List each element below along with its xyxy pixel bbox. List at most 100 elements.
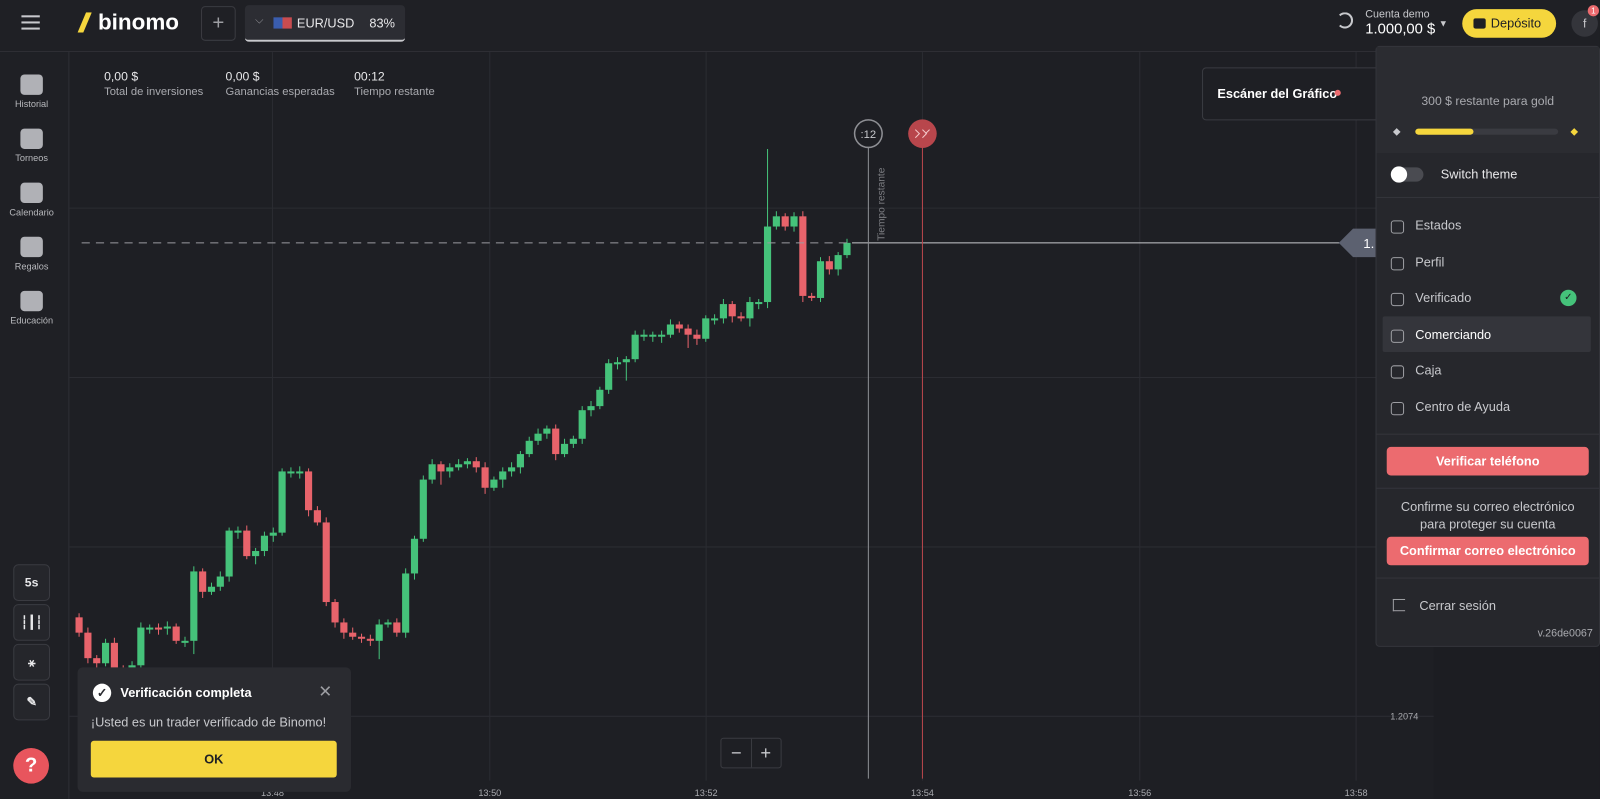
sidebar-label: Calendario bbox=[9, 207, 54, 218]
menu-button[interactable] bbox=[21, 15, 40, 30]
candle-body bbox=[322, 522, 330, 603]
zoom-in[interactable]: + bbox=[760, 742, 772, 764]
candles bbox=[75, 148, 851, 692]
menu-item[interactable]: Verificado bbox=[1415, 290, 1472, 306]
sidebar-label: Regalos bbox=[14, 261, 49, 272]
candle-body bbox=[234, 530, 242, 533]
candle-body bbox=[304, 471, 313, 511]
sidebar: 5s ┆┃┆ ⚹ ✎ ? Historial Torneos Calendario R… bbox=[0, 52, 70, 799]
candle-body bbox=[402, 573, 410, 633]
sidebar-item[interactable]: Historial bbox=[0, 74, 63, 109]
stat-label: Ganancias esperadas bbox=[225, 85, 335, 98]
timeframe-button[interactable]: 5s bbox=[13, 564, 50, 602]
candle-body bbox=[481, 467, 489, 488]
candle-body bbox=[649, 334, 657, 337]
candle-body bbox=[455, 464, 463, 468]
menu-item[interactable]: Caja bbox=[1415, 363, 1442, 378]
menu-item[interactable]: Estados bbox=[1415, 218, 1462, 233]
scanner-panel[interactable]: Escáner del Gráfico bbox=[1202, 67, 1388, 121]
candle-body bbox=[711, 318, 719, 321]
gold-icon: ◆ bbox=[1570, 126, 1579, 138]
stat: 00:12 Tiempo restante bbox=[354, 69, 435, 98]
candle-body bbox=[278, 471, 286, 533]
candle-body bbox=[437, 464, 445, 472]
candle-body bbox=[622, 359, 630, 363]
x-labels: 13:48 13:50 13:52 13:54 13:56 13:58 bbox=[261, 788, 1368, 798]
candle-body bbox=[357, 636, 366, 639]
stat-value: 0,00 $ bbox=[225, 69, 260, 84]
sidebar-item[interactable]: Calendario bbox=[0, 182, 63, 218]
deposit-button[interactable]: Depósito bbox=[1462, 9, 1557, 38]
asset-tab[interactable]: ⌵ EUR/USD 83% bbox=[244, 5, 406, 42]
sidebar-item[interactable]: Torneos bbox=[0, 128, 63, 163]
candle-body bbox=[393, 622, 401, 633]
x-label: 13:52 bbox=[695, 788, 718, 798]
balance[interactable]: 1.000,00 $ bbox=[1365, 21, 1436, 38]
x-label: 13:48 bbox=[261, 788, 284, 798]
theme-switch[interactable] bbox=[1390, 166, 1424, 183]
zoom-out[interactable]: − bbox=[721, 738, 753, 768]
version: v.26de0067 bbox=[1537, 627, 1593, 640]
candle-body bbox=[472, 461, 480, 468]
x-label: 13:56 bbox=[1128, 788, 1151, 798]
asset-name: EUR/USD bbox=[296, 16, 355, 31]
candle-body bbox=[666, 324, 675, 335]
chart-type-button[interactable]: ┆┃┆ bbox=[13, 604, 50, 641]
gold-section bbox=[1376, 46, 1599, 154]
toast-close[interactable]: ✕ bbox=[318, 683, 333, 702]
stat: 0,00 $ Ganancias esperadas bbox=[226, 69, 335, 98]
add-asset-button[interactable]: + bbox=[201, 6, 236, 41]
logout[interactable]: Cerrar sesión bbox=[1419, 598, 1496, 614]
sidebar-item[interactable]: Educación bbox=[0, 290, 63, 326]
candle-body bbox=[199, 571, 207, 592]
asset-payout: 83% bbox=[369, 16, 395, 31]
account-menu: 300 $ restante para gold ◆ ◆ Switch them… bbox=[1375, 45, 1600, 647]
candle-body bbox=[808, 295, 816, 298]
candle-body bbox=[719, 304, 727, 319]
confirm-email-button[interactable]: Confirmar correo electrónico bbox=[1386, 536, 1589, 566]
gem-icon: ◆ bbox=[1392, 126, 1401, 138]
logo[interactable]: binomo bbox=[97, 9, 180, 35]
toast-ok[interactable]: OK bbox=[90, 740, 337, 778]
x-label: 13:50 bbox=[478, 788, 501, 798]
menu-icon bbox=[1390, 365, 1405, 379]
menu-item[interactable]: Perfil bbox=[1415, 254, 1445, 269]
menu-item[interactable]: Comerciando bbox=[1415, 327, 1492, 342]
candle-body bbox=[790, 216, 798, 227]
candle-body bbox=[587, 406, 595, 411]
candle-body bbox=[578, 410, 586, 439]
sidebar-item[interactable]: Regalos bbox=[0, 236, 63, 272]
toast: ✓ Verificación completa ✕ ¡Usted es un t… bbox=[77, 667, 352, 792]
draw-button[interactable]: ✎ bbox=[13, 683, 50, 721]
candle-body bbox=[702, 318, 710, 339]
scanner-title: Escáner del Gráfico bbox=[1217, 86, 1338, 102]
candle-body bbox=[260, 535, 269, 552]
candle-body bbox=[137, 627, 145, 666]
timer-label: Tiempo restante bbox=[877, 167, 888, 241]
candle-body bbox=[463, 461, 472, 465]
candle-body bbox=[516, 454, 524, 468]
refresh-icon[interactable] bbox=[1336, 12, 1354, 29]
menu-item[interactable]: Centro de Ayuda bbox=[1415, 399, 1511, 414]
price-tick: 1.2074 bbox=[1390, 711, 1418, 721]
expiry-circle bbox=[908, 119, 937, 148]
sidebar-label: Historial bbox=[15, 98, 49, 110]
candle-body bbox=[146, 627, 154, 630]
help-button[interactable]: ? bbox=[13, 747, 49, 784]
gold-text: 300 $ restante para gold bbox=[1421, 93, 1555, 109]
verify-phone-button[interactable]: Verificar teléfono bbox=[1386, 446, 1589, 476]
candle-body bbox=[755, 302, 763, 305]
account-chevron[interactable]: ▼ bbox=[1438, 18, 1448, 29]
candle-body bbox=[296, 471, 304, 474]
gold-progress bbox=[1415, 128, 1559, 135]
indicators-button[interactable]: ⚹ bbox=[13, 643, 50, 681]
candle-body bbox=[781, 216, 789, 227]
toast-title: Verificación completa bbox=[120, 685, 252, 700]
candle-body bbox=[490, 479, 498, 488]
deposit-label: Depósito bbox=[1490, 16, 1542, 31]
toast-message: ¡Usted es un trader verificado de Binomo… bbox=[90, 715, 327, 730]
candle-body bbox=[508, 467, 516, 472]
candle-body bbox=[763, 226, 772, 303]
avatar-badge: 1 bbox=[1587, 5, 1599, 17]
